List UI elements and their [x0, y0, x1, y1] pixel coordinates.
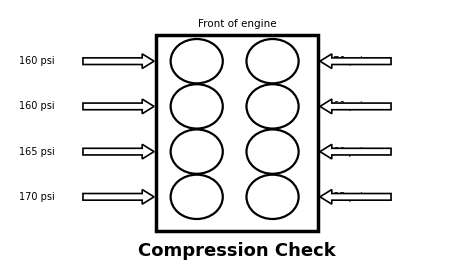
- Text: 170 psi: 170 psi: [327, 56, 363, 66]
- Polygon shape: [320, 99, 391, 114]
- Ellipse shape: [246, 130, 299, 174]
- Text: 165 psi: 165 psi: [19, 147, 55, 157]
- Polygon shape: [320, 54, 391, 68]
- Text: 170 psi: 170 psi: [19, 192, 55, 202]
- Bar: [156, 35, 318, 231]
- Text: Front of engine: Front of engine: [198, 19, 276, 29]
- Text: 160 psi: 160 psi: [327, 147, 363, 157]
- Polygon shape: [83, 189, 154, 204]
- Text: 185 psi: 185 psi: [327, 192, 363, 202]
- Polygon shape: [83, 54, 154, 68]
- Ellipse shape: [171, 175, 223, 219]
- Ellipse shape: [171, 39, 223, 83]
- Text: Compression Check: Compression Check: [138, 242, 336, 260]
- Ellipse shape: [171, 130, 223, 174]
- Ellipse shape: [246, 84, 299, 128]
- Polygon shape: [320, 144, 391, 159]
- Ellipse shape: [246, 39, 299, 83]
- Ellipse shape: [171, 84, 223, 128]
- Text: 160 psi: 160 psi: [19, 56, 55, 66]
- Polygon shape: [83, 99, 154, 114]
- Text: 160 psi: 160 psi: [19, 101, 55, 111]
- Polygon shape: [83, 144, 154, 159]
- Text: 160 psi: 160 psi: [327, 101, 363, 111]
- Ellipse shape: [246, 175, 299, 219]
- Polygon shape: [320, 189, 391, 204]
